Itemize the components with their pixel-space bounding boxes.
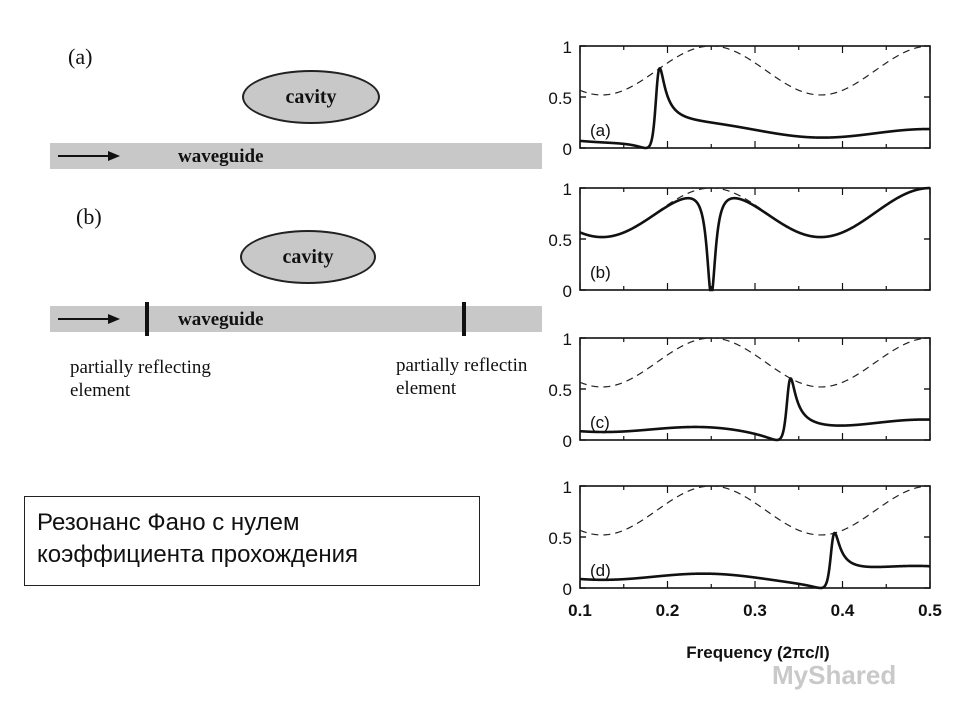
x-tick-label: 0.2: [656, 601, 680, 620]
y-tick-label: 0.5: [548, 529, 572, 548]
y-tick-label: 0: [563, 580, 572, 599]
cavity-b: cavity: [240, 230, 376, 284]
plot-frame: [579, 485, 931, 589]
y-tick-label: 1: [563, 180, 572, 199]
plot-panel-label: (c): [590, 413, 610, 432]
y-tick-label: 0: [563, 282, 572, 301]
schematic-a-label: (a): [68, 44, 93, 69]
y-tick-label: 0.5: [548, 231, 572, 250]
cavity-b-label: cavity: [282, 245, 334, 268]
schematic-b-label: (b): [76, 204, 102, 229]
plot-frame: [579, 187, 931, 291]
arrow-right-icon: [58, 314, 120, 324]
waveguide-a-label: waveguide: [178, 146, 264, 167]
cavity-a: cavity: [242, 70, 380, 124]
plot-frame: [579, 337, 931, 441]
left-element-label: partially reflecting element: [70, 357, 211, 401]
x-tick-label: 0.5: [918, 601, 942, 620]
x-tick-label: 0.4: [831, 601, 855, 620]
cavity-a-label: cavity: [285, 85, 337, 108]
y-tick-label: 0.5: [548, 89, 572, 108]
right-element-label: partially reflectin element: [396, 355, 528, 399]
arrow-right-icon: [58, 151, 120, 161]
y-tick-label: 0: [563, 140, 572, 159]
watermark: MyShared: [772, 660, 897, 690]
reflector-left: [145, 302, 149, 336]
plot-panel-label: (a): [590, 121, 611, 140]
reflector-right: [462, 302, 466, 336]
background-curve: [579, 45, 931, 96]
y-tick-label: 0.5: [548, 381, 572, 400]
plot-panel-label: (d): [590, 561, 611, 580]
y-tick-label: 0: [563, 432, 572, 451]
background-curve: [579, 337, 931, 388]
transmission-curve: [579, 377, 931, 442]
waveguide-b: [50, 306, 542, 332]
fano-note: Резонанс Фано с нулем коэффициента прохо…: [24, 496, 480, 586]
transmission-curve: [579, 531, 931, 590]
background-curve: [579, 485, 931, 536]
transmission-curve: [579, 186, 930, 292]
y-tick-label: 1: [563, 478, 572, 497]
y-tick-label: 1: [563, 330, 572, 349]
x-tick-label: 0.3: [743, 601, 767, 620]
y-tick-label: 1: [563, 38, 572, 57]
plot-panel-label: (b): [590, 263, 611, 282]
waveguide-a: [50, 143, 542, 169]
x-axis-label: Frequency (2πc/l): [686, 643, 829, 662]
x-tick-label: 0.1: [568, 601, 592, 620]
transmission-curve: [579, 67, 930, 150]
waveguide-b-label: waveguide: [178, 309, 264, 330]
